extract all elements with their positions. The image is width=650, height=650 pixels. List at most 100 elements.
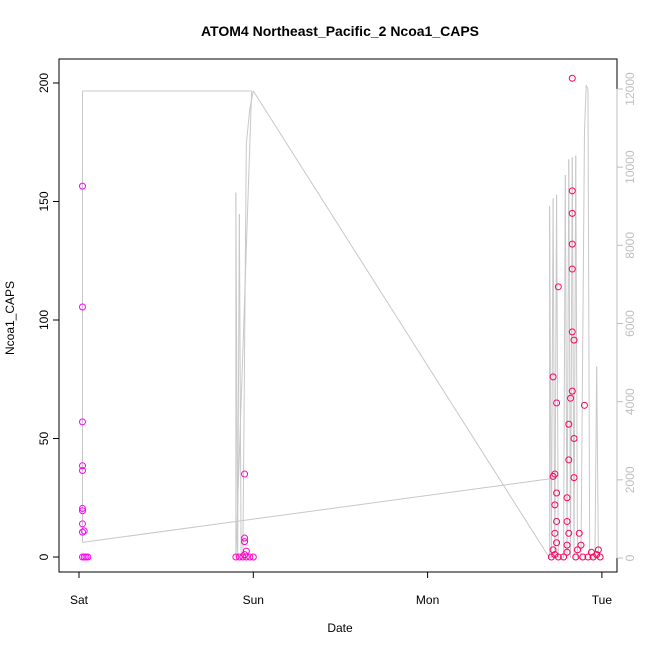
data-point (80, 527, 88, 535)
data-point (78, 520, 86, 528)
data-point (78, 418, 86, 426)
series-line-segment (550, 198, 554, 559)
data-point (570, 435, 578, 442)
data-point (551, 470, 559, 478)
y2-tick-label: 2000 (623, 466, 637, 493)
series-line-segment (585, 84, 589, 90)
data-point (549, 546, 557, 554)
data-point (242, 547, 250, 555)
series-line-segment (238, 214, 242, 559)
y2-tick-label: 0 (623, 554, 637, 561)
baseline-line-segment (82, 477, 557, 543)
series-line-segment (252, 90, 551, 559)
data-point (570, 474, 578, 482)
data-point (553, 399, 561, 407)
series-line-segment (587, 88, 591, 559)
plot-frame (58, 58, 618, 573)
series-line-segment (596, 366, 599, 559)
data-point (241, 551, 249, 559)
data-point (568, 387, 576, 395)
y2-tick-label: 10000 (623, 150, 637, 184)
data-point (596, 553, 604, 561)
plot-layer: 050100150200020004000600080001000012000S… (37, 72, 637, 607)
series-line-segment (235, 192, 239, 559)
series-line-segment (237, 214, 240, 559)
data-point (577, 541, 585, 549)
y-tick-label: 100 (37, 310, 51, 330)
series-line-segment (570, 157, 573, 559)
data-point (568, 74, 576, 82)
data-point (241, 470, 249, 478)
series-line-segment (552, 198, 556, 559)
y-tick-label: 200 (37, 73, 51, 93)
y-tick-label: 50 (37, 432, 51, 446)
data-point (241, 534, 249, 542)
series-line-segment (564, 174, 568, 559)
data-point (565, 420, 573, 428)
data-point (554, 553, 562, 561)
series-line-segment (249, 90, 254, 109)
data-point (547, 553, 555, 561)
data-point (565, 456, 573, 464)
series-line-segment (583, 85, 587, 133)
data-point (553, 539, 561, 547)
data-point (551, 529, 559, 537)
data-point (589, 553, 597, 561)
data-point (563, 494, 571, 502)
data-point (560, 553, 568, 561)
data-point (568, 240, 576, 248)
data-point (593, 551, 601, 559)
series-line-segment (242, 143, 247, 559)
y2-tick-label: 4000 (623, 388, 637, 415)
data-point (584, 553, 592, 561)
series-line-segment (556, 194, 559, 559)
x-tick-label: Mon (416, 593, 439, 607)
series-line-segment (563, 174, 566, 559)
series-line-segment (568, 159, 572, 559)
x-tick-label: Tue (592, 593, 613, 607)
data-point (241, 538, 249, 546)
series-line-segment (245, 108, 251, 144)
data-point (572, 553, 580, 561)
data-point (567, 394, 575, 402)
data-point (249, 553, 257, 561)
series-line-segment (566, 159, 570, 559)
data-point (78, 504, 86, 512)
x-axis-label: Date (327, 621, 353, 635)
data-point (563, 548, 571, 556)
x-tick-label: Sat (70, 593, 89, 607)
data-point (232, 553, 240, 561)
series-line-segment (580, 131, 585, 559)
data-point (575, 529, 583, 537)
y-axis-label: Ncoa1_CAPS (3, 281, 17, 355)
series-line-segment (571, 157, 575, 559)
data-point (568, 187, 576, 195)
data-point (84, 553, 92, 561)
data-point (579, 553, 587, 561)
series-line-segment (549, 206, 552, 559)
series-line-segment (594, 366, 598, 559)
data-point (554, 283, 562, 291)
data-point (594, 546, 602, 554)
x-tick-label: Sun (243, 593, 264, 607)
data-point (563, 517, 571, 525)
data-point (549, 373, 557, 381)
data-point (570, 336, 578, 344)
y-tick-label: 0 (37, 553, 51, 560)
data-point (78, 528, 86, 536)
data-point (568, 328, 576, 336)
data-point (568, 209, 576, 217)
data-point (553, 489, 561, 497)
series-line-segment (573, 155, 577, 559)
y2-tick-label: 12000 (623, 72, 637, 106)
data-point (580, 401, 588, 409)
data-point (551, 501, 559, 509)
data-point (78, 303, 86, 311)
data-point (568, 265, 576, 273)
series-line-segment (575, 155, 578, 559)
data-point (78, 462, 86, 470)
data-point (78, 182, 86, 190)
y2-tick-label: 6000 (623, 310, 637, 337)
data-point (565, 529, 573, 537)
